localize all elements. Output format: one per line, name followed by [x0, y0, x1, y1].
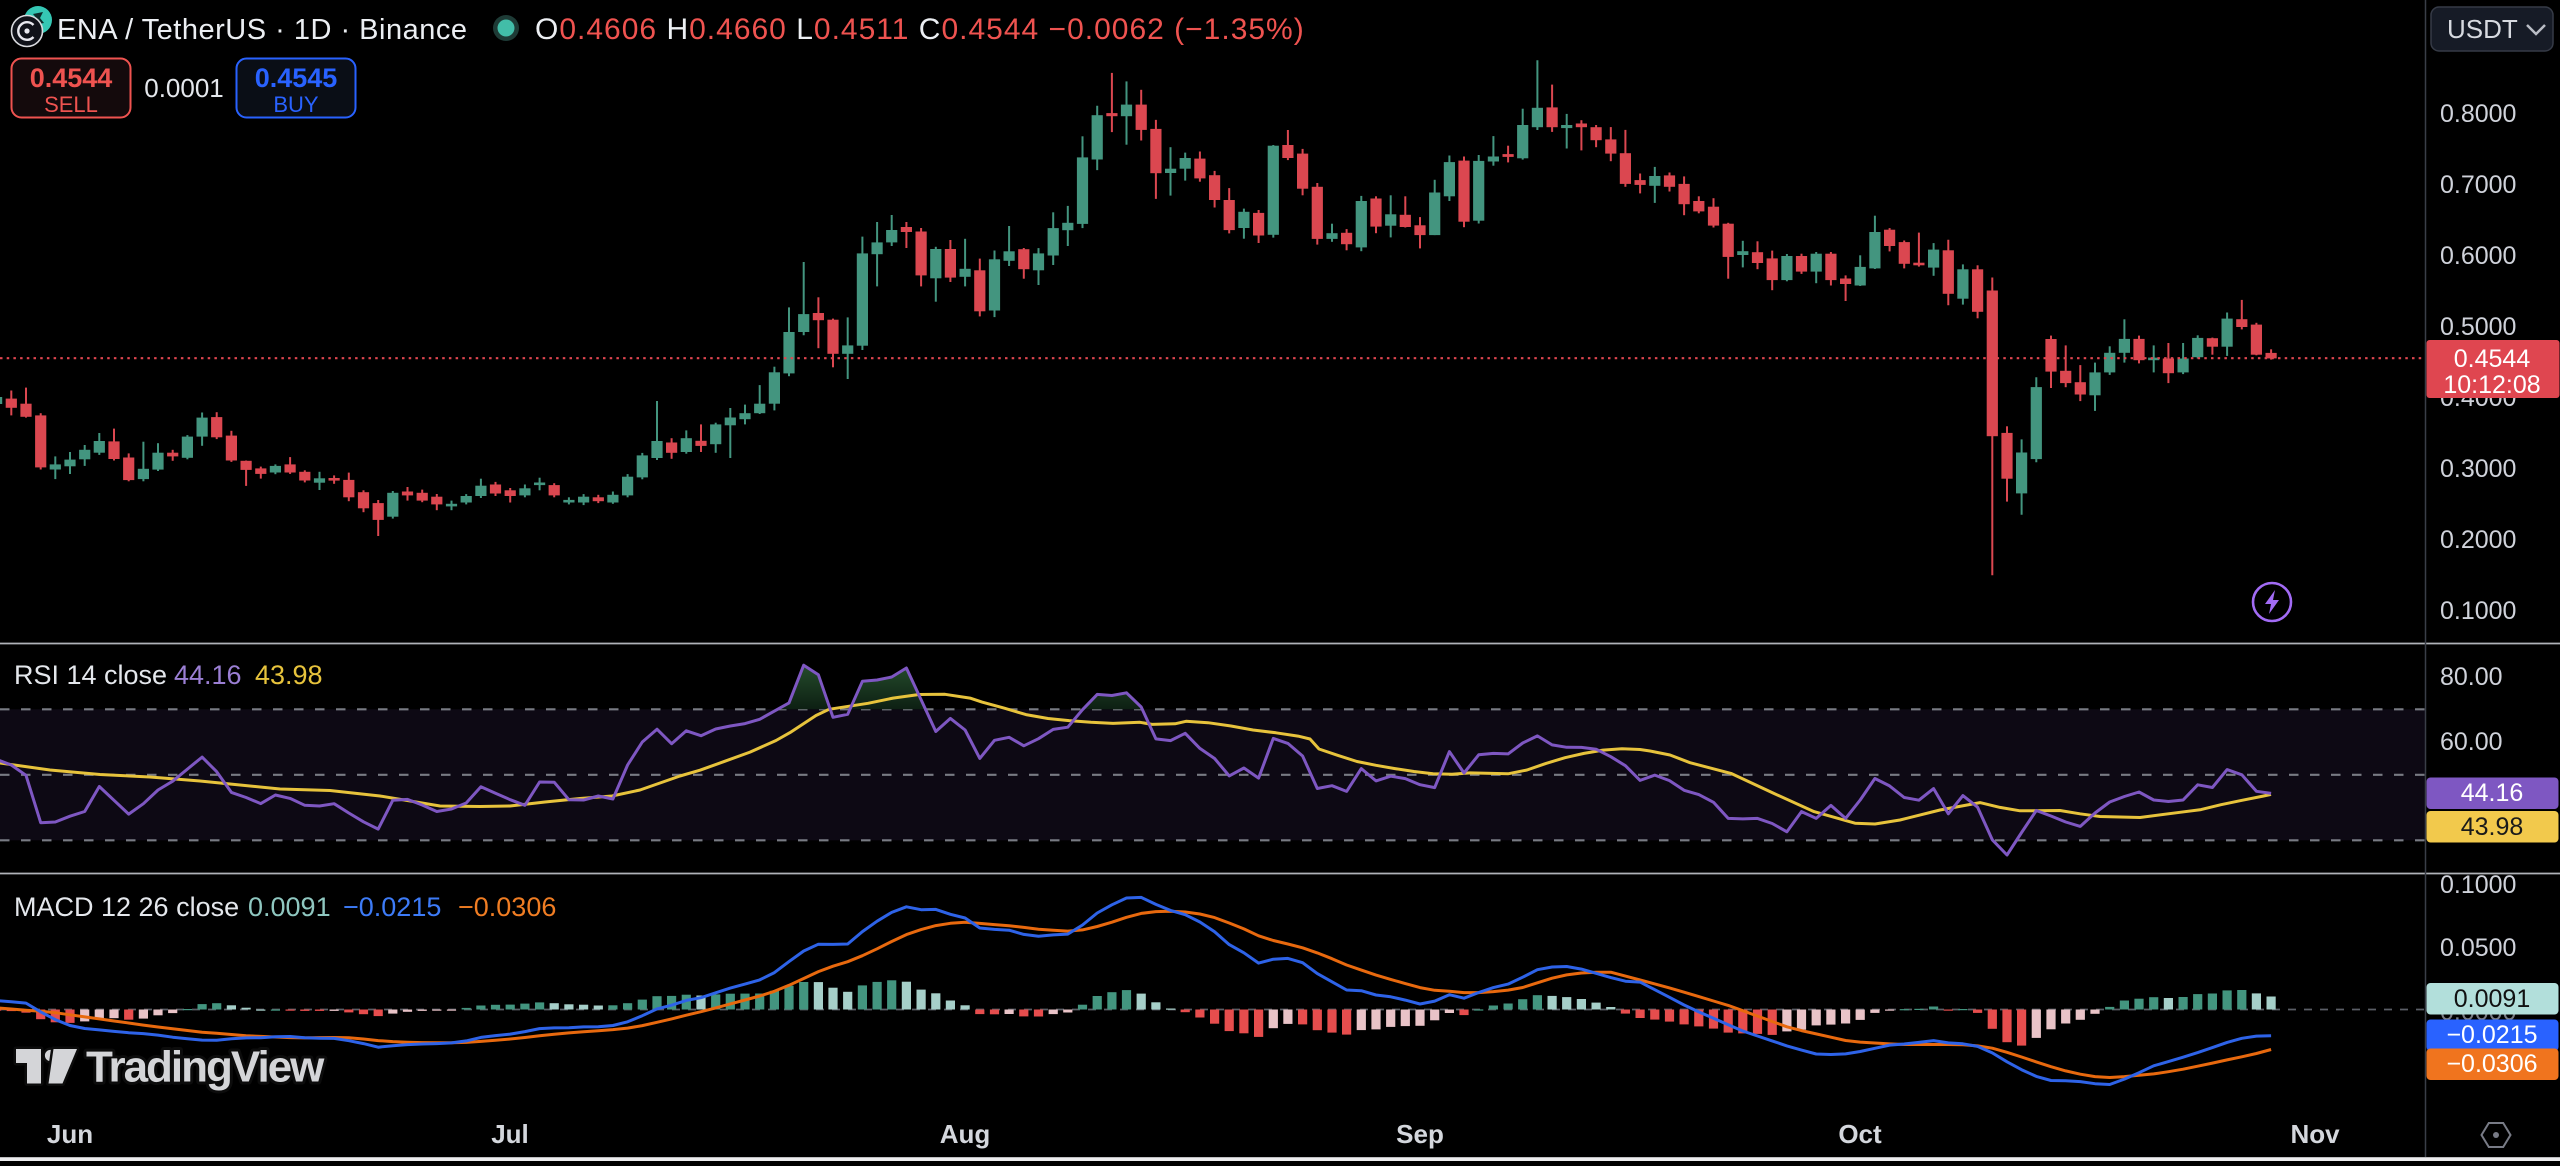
svg-text:43.98: 43.98 — [255, 660, 323, 690]
svg-text:Oct: Oct — [1838, 1119, 1882, 1149]
svg-text:44.16: 44.16 — [2461, 779, 2524, 807]
svg-text:0.1000: 0.1000 — [2440, 871, 2516, 899]
svg-text:44.16: 44.16 — [174, 660, 242, 690]
svg-text:−0.0215: −0.0215 — [2446, 1021, 2537, 1049]
svg-text:0.2000: 0.2000 — [2440, 526, 2516, 554]
svg-text:0.8000: 0.8000 — [2440, 100, 2516, 128]
svg-text:Jul: Jul — [491, 1119, 529, 1149]
svg-text:0.0500: 0.0500 — [2440, 934, 2516, 962]
svg-text:0.7000: 0.7000 — [2440, 171, 2516, 199]
svg-text:0.6000: 0.6000 — [2440, 242, 2516, 270]
svg-text:RSI 14 close: RSI 14 close — [14, 660, 167, 690]
svg-text:−0.0306: −0.0306 — [2446, 1050, 2537, 1078]
svg-text:ENA / TetherUS · 1D · Binance: ENA / TetherUS · 1D · Binance — [57, 14, 467, 46]
svg-text:BUY: BUY — [273, 92, 319, 117]
svg-text:SELL: SELL — [44, 92, 98, 117]
svg-text:Nov: Nov — [2290, 1119, 2340, 1149]
svg-text:0.4545: 0.4545 — [255, 63, 338, 93]
svg-text:MACD 12 26 close: MACD 12 26 close — [14, 892, 239, 922]
svg-text:Aug: Aug — [940, 1119, 991, 1149]
svg-text:Jun: Jun — [47, 1119, 93, 1149]
svg-text:0.5000: 0.5000 — [2440, 313, 2516, 341]
svg-text:0.4544: 0.4544 — [2454, 345, 2531, 373]
svg-text:0.0001: 0.0001 — [144, 73, 224, 103]
svg-text:−0.0306: −0.0306 — [458, 892, 556, 922]
svg-text:0.4544: 0.4544 — [30, 63, 113, 93]
svg-text:0.1000: 0.1000 — [2440, 597, 2516, 625]
svg-text:−0.0215: −0.0215 — [343, 892, 441, 922]
svg-text:0.3000: 0.3000 — [2440, 455, 2516, 483]
svg-text:0.0091: 0.0091 — [248, 892, 331, 922]
svg-text:43.98: 43.98 — [2461, 813, 2524, 841]
svg-text:Sep: Sep — [1396, 1119, 1444, 1149]
svg-text:TradingView: TradingView — [86, 1043, 325, 1092]
svg-text:80.00: 80.00 — [2440, 663, 2503, 691]
svg-text:0.0091: 0.0091 — [2454, 985, 2530, 1013]
svg-text:60.00: 60.00 — [2440, 728, 2503, 756]
svg-text:USDT: USDT — [2447, 14, 2518, 44]
svg-text:10:12:08: 10:12:08 — [2443, 371, 2540, 399]
svg-text:O0.4606 H0.4660 L0.4511: O0.4606 H0.4660 L0.4511 C0.4544 −0.0062 … — [535, 13, 1305, 46]
